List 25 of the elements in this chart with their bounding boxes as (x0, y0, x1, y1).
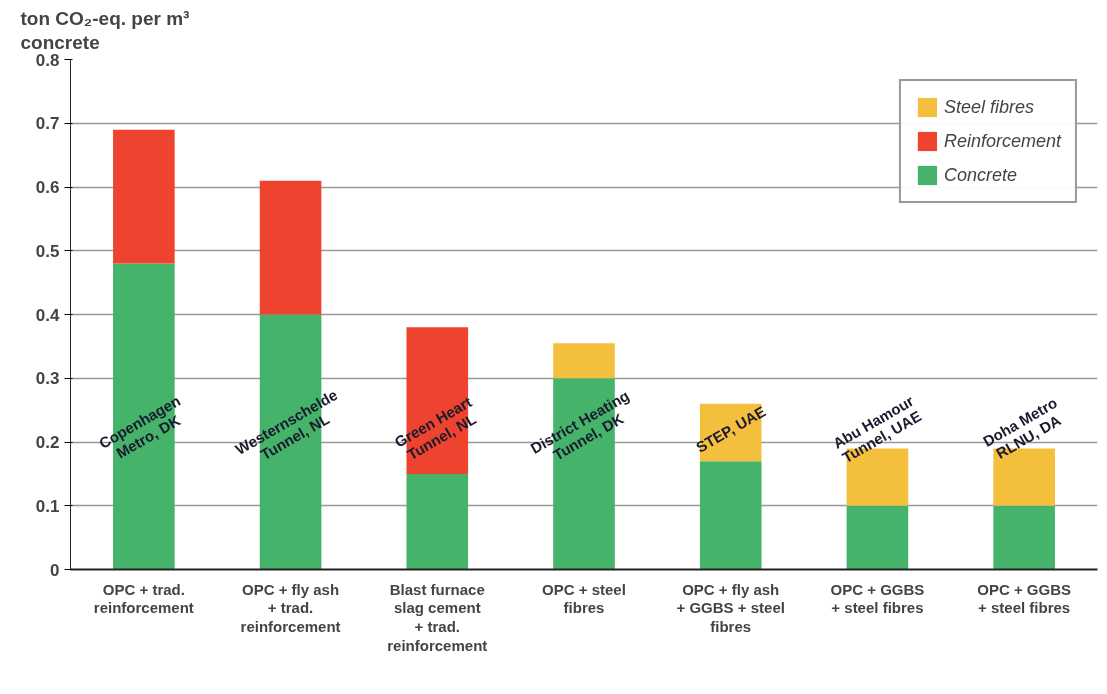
x-tick-label: Blast furnace slag cement + trad. reinforcement (387, 580, 488, 654)
legend-label: Steel fibres (943, 96, 1034, 118)
bar (406, 473, 469, 570)
x-tick-label: OPC + steel fibres (542, 580, 626, 617)
y-tick-label: 0 (50, 560, 60, 580)
y-tick-label: 0.1 (35, 496, 60, 516)
x-tick-label: OPC + GGBS + steel fibres (830, 580, 925, 617)
y-tick-label: 0.4 (35, 305, 61, 325)
legend-label: Concrete (943, 164, 1017, 186)
x-tick-label: OPC + GGBS + steel fibres (977, 580, 1072, 617)
bar (113, 129, 175, 264)
y-tick-label: 0.2 (35, 433, 60, 452)
bar (553, 343, 615, 379)
x-tick-label: OPC + fly ash + GGBS + steel fibres (676, 580, 785, 635)
legend-label: Reinforcement (943, 130, 1061, 152)
x-tick-label: OPC + trad. reinforcement (93, 580, 194, 617)
y-tick-label: 0.5 (35, 241, 60, 261)
bar (699, 461, 762, 570)
bar (259, 180, 322, 315)
y-tick-label: 0.6 (35, 178, 60, 197)
x-tick-label: OPC + fly ash + trad. reinforcement (240, 580, 341, 635)
bar (846, 505, 909, 570)
bar (993, 505, 1055, 570)
y-tick-label: 0.3 (35, 369, 60, 389)
y-tick-label: 0.7 (35, 114, 60, 134)
